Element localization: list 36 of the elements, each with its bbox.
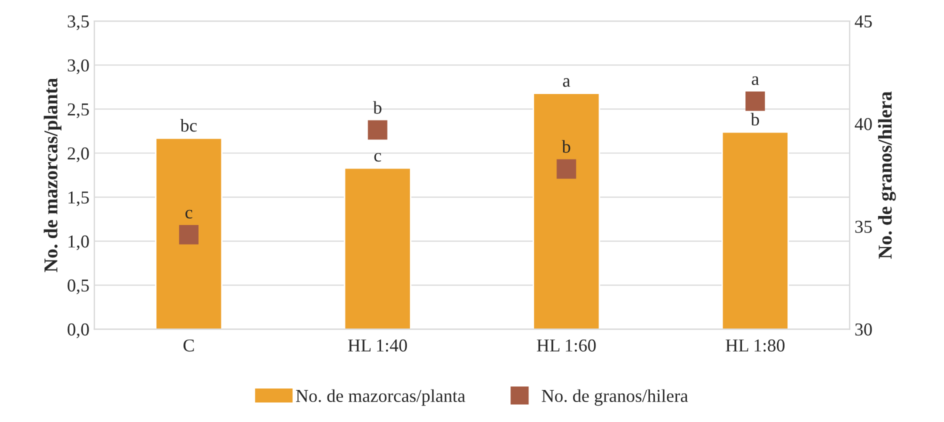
- y-tick-label: 1,5: [68, 191, 89, 206]
- point: [745, 91, 765, 111]
- data-label: a: [563, 78, 570, 87]
- y2-tick-label: 30: [855, 323, 872, 336]
- y-tick-label: 0,0: [68, 323, 89, 338]
- y-tick-label: 0,5: [68, 279, 89, 294]
- x-tick-label: C: [184, 339, 194, 352]
- legend-label: No. de granos/hilera: [542, 389, 688, 406]
- data-label: a: [752, 76, 759, 86]
- bar: [344, 167, 412, 330]
- bar: [721, 131, 789, 330]
- bar: [532, 92, 600, 330]
- data-label: b: [373, 101, 382, 114]
- point: [556, 159, 576, 179]
- data-label: c: [374, 152, 382, 162]
- y2-tick-label: 35: [855, 220, 872, 233]
- x-tick-label: HL 1:80: [726, 339, 785, 352]
- y-axis-title: No. de mazorcas/planta: [44, 78, 62, 272]
- y-tick-label: 1,0: [68, 235, 89, 250]
- data-label: b: [562, 140, 570, 153]
- data-label: b: [750, 112, 760, 126]
- y-tick-label: 3,5: [68, 15, 89, 30]
- y-tick-label: 2,0: [68, 147, 89, 162]
- y2-axis-title: No. de granos/hilera: [878, 91, 896, 259]
- y2-tick-label: 40: [854, 118, 872, 130]
- data-label: bc: [180, 119, 197, 132]
- bar: [155, 137, 223, 330]
- point: [179, 224, 199, 244]
- point: [368, 120, 388, 140]
- y-tick-label: 3,0: [68, 59, 89, 74]
- y-tick-label: 2,5: [68, 103, 89, 118]
- legend-label: No. de mazorcas/planta: [296, 389, 466, 406]
- x-tick-label: HL 1:60: [536, 339, 596, 352]
- data-label: c: [185, 210, 192, 219]
- x-tick-label: HL 1:40: [348, 339, 407, 352]
- y2-tick-label: 45: [854, 15, 872, 28]
